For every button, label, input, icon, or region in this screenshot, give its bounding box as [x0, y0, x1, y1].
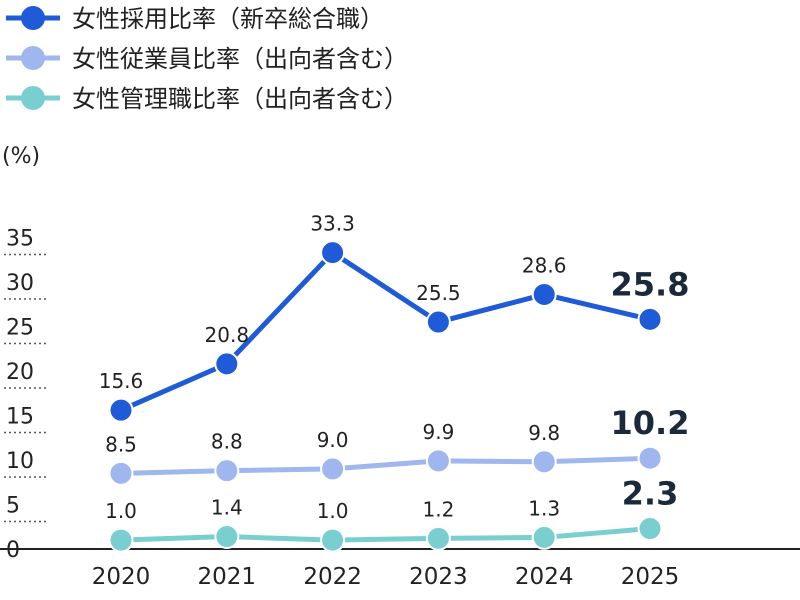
- legend-label: 女性管理職比率（出向者含む）: [72, 85, 408, 113]
- data-point: [531, 449, 557, 475]
- series-line: [119, 250, 651, 413]
- data-label: 1.0: [317, 499, 349, 523]
- data-point: [637, 516, 663, 542]
- series-3: 1.0 1.4 1.0 1.2 1.3 2.3: [105, 475, 679, 553]
- y-tick-label: 35: [6, 227, 34, 252]
- data-point: [214, 524, 240, 550]
- x-tick-label: 2022: [303, 564, 362, 590]
- data-point: [637, 306, 663, 332]
- data-point: [214, 351, 240, 377]
- x-tick-label: 2021: [198, 564, 257, 590]
- data-point: [214, 458, 240, 484]
- y-tick-label: 25: [6, 316, 34, 341]
- data-label: 9.8: [528, 421, 560, 445]
- data-point: [425, 448, 451, 474]
- data-label: 1.4: [211, 496, 243, 520]
- data-point: [320, 240, 346, 266]
- y-tick-label: 5: [6, 494, 20, 519]
- data-label: 8.8: [211, 430, 243, 454]
- data-point: [108, 527, 134, 553]
- data-point: [108, 397, 134, 423]
- data-label: 28.6: [522, 253, 567, 277]
- y-tick-label: 15: [6, 405, 34, 430]
- data-label: 9.0: [317, 428, 349, 452]
- data-point: [637, 445, 663, 471]
- legend-item: 女性従業員比率（出向者含む）: [6, 45, 408, 73]
- data-label: 10.2: [611, 404, 690, 442]
- legend-item: 女性管理職比率（出向者含む）: [6, 85, 408, 113]
- legend-label: 女性従業員比率（出向者含む）: [72, 45, 408, 73]
- data-point: [320, 456, 346, 482]
- data-label: 15.6: [99, 369, 144, 393]
- data-label: 2.3: [622, 475, 679, 513]
- data-label: 1.0: [105, 499, 137, 523]
- data-label: 1.3: [528, 496, 560, 520]
- data-label: 9.9: [422, 420, 454, 444]
- data-point: [425, 309, 451, 335]
- data-point: [320, 527, 346, 553]
- x-axis: 2020 2021 2022 2023 2024 2025: [92, 564, 680, 590]
- legend-marker: [21, 6, 45, 30]
- x-tick-label: 2020: [92, 564, 151, 590]
- y-tick-label: 10: [6, 449, 34, 474]
- legend-marker: [21, 46, 45, 70]
- x-tick-label: 2023: [409, 564, 468, 590]
- x-tick-label: 2025: [621, 564, 680, 590]
- data-point: [108, 460, 134, 486]
- data-label: 25.8: [611, 265, 690, 303]
- y-tick-label: 30: [6, 271, 34, 296]
- legend-item: 女性採用比率（新卒総合職）: [6, 5, 384, 33]
- data-label: 25.5: [416, 281, 461, 305]
- legend-marker: [21, 86, 45, 110]
- y-axis: 0 5 10 15 20 25 30 35: [4, 227, 48, 563]
- data-label: 33.3: [310, 212, 355, 236]
- y-tick-label: 0: [6, 538, 20, 563]
- legend: 女性採用比率（新卒総合職） 女性従業員比率（出向者含む） 女性管理職比率（出向者含む…: [6, 5, 408, 113]
- data-label: 8.5: [105, 432, 137, 456]
- y-axis-label: (%): [2, 144, 40, 169]
- series-2: 8.5 8.8 9.0 9.9 9.8 10.2: [105, 404, 690, 486]
- data-point: [425, 525, 451, 551]
- data-point: [531, 281, 557, 307]
- series-line: [120, 526, 651, 543]
- data-label: 1.2: [422, 497, 454, 521]
- series-1: 15.6 20.8 33.3 25.5 28.6 25.8: [99, 212, 690, 423]
- data-point: [531, 524, 557, 550]
- x-tick-label: 2024: [515, 564, 574, 590]
- data-label: 20.8: [205, 323, 250, 347]
- series-line: [120, 455, 651, 476]
- y-tick-label: 20: [6, 360, 34, 385]
- legend-label: 女性採用比率（新卒総合職）: [72, 5, 384, 33]
